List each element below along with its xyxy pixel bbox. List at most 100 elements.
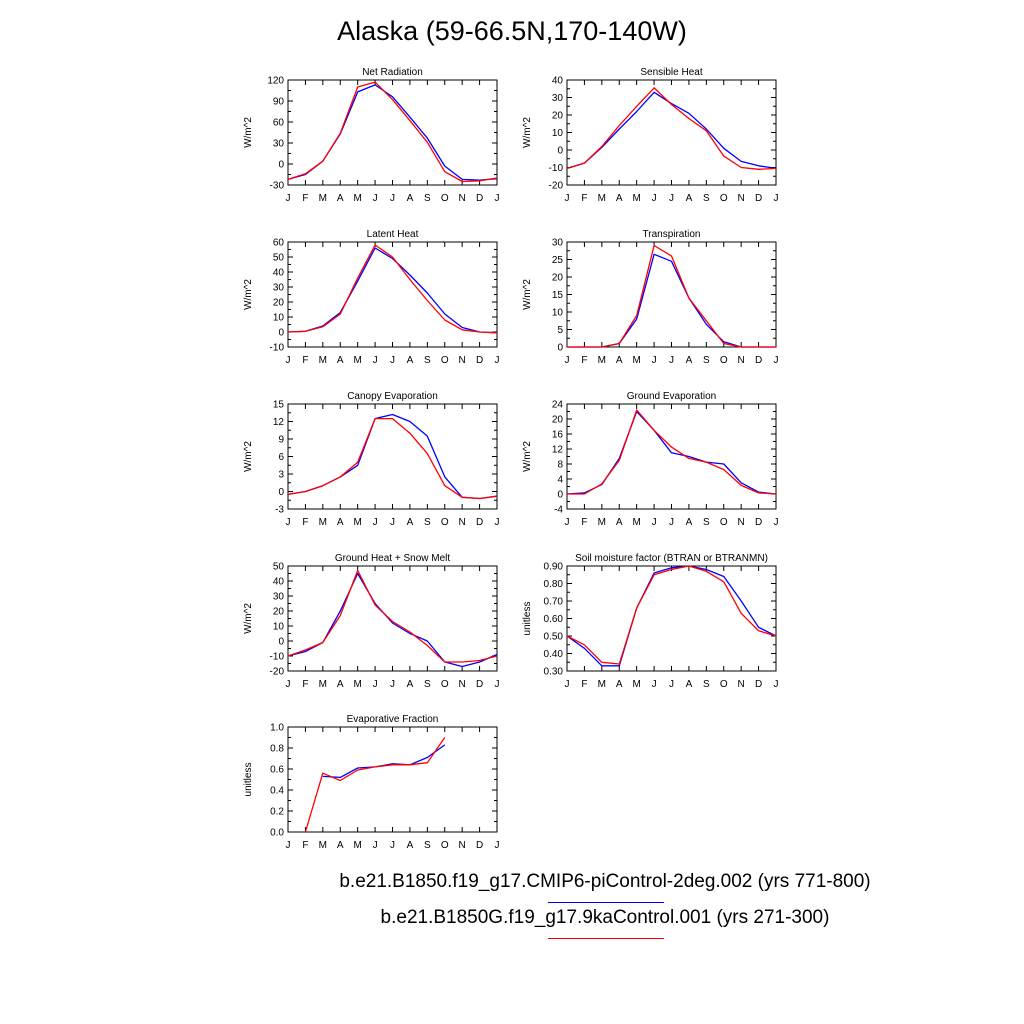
y-tick-label: -20 [270, 667, 285, 678]
x-tick-label: J [565, 679, 570, 690]
plot-frame [566, 79, 777, 186]
x-tick-label: D [476, 679, 483, 690]
y-tick-label: 0 [278, 637, 284, 648]
y-tick-label: 1.0 [270, 723, 284, 734]
y-tick-label: -3 [275, 505, 284, 516]
chart-panel-4: J F M A M J J A S O N D J051015202530TranspirationW/… [522, 229, 779, 366]
legend-label-1: b.e21.B1850.f19_g17.CMIP6-piControl-2deg… [339, 871, 871, 892]
series-line-1 [287, 413, 498, 500]
x-tick-label: D [755, 193, 762, 204]
y-tick-label: 12 [273, 417, 285, 428]
x-tick-label: N [459, 840, 466, 851]
y-tick-label: 0.80 [544, 579, 564, 590]
legend-label-2: b.e21.B1850G.f19_g17.9kaControl.001 (yrs… [380, 907, 830, 928]
x-tick-label: J [495, 679, 500, 690]
y-tick-label: -10 [270, 343, 285, 354]
x-tick-label: F [581, 679, 587, 690]
y-tick-label: 20 [552, 111, 564, 122]
x-tick-label: D [476, 517, 483, 528]
panel-title: Ground Evaporation [627, 391, 717, 402]
x-tick-label: D [476, 355, 483, 366]
series-line-2 [567, 409, 777, 495]
x-tick-label: A [407, 679, 414, 690]
x-tick-label: J [390, 193, 395, 204]
x-tick-label: S [424, 679, 431, 690]
x-tick-label: J [774, 355, 779, 366]
y-tick-label: 10 [552, 128, 564, 139]
x-tick-label: A [337, 355, 344, 366]
y-tick-label: 9 [278, 435, 284, 446]
x-tick-label: J [286, 517, 291, 528]
y-tick-label: 0.60 [544, 614, 564, 625]
x-tick-label: D [476, 840, 483, 851]
x-tick-label: M [353, 193, 361, 204]
x-tick-label: J [652, 193, 657, 204]
x-tick-label: A [407, 840, 414, 851]
y-tick-label: 0.6 [270, 765, 284, 776]
x-tick-label: F [302, 355, 308, 366]
x-tick-label: M [632, 517, 640, 528]
x-tick-label: F [581, 517, 587, 528]
y-axis-label: W/m^2 [243, 117, 254, 148]
legend-line-1 [548, 902, 664, 903]
x-tick-label: N [459, 679, 466, 690]
y-axis-label: W/m^2 [522, 279, 533, 310]
x-tick-label: M [319, 517, 327, 528]
x-tick-label: J [774, 679, 779, 690]
x-tick-label: J [774, 193, 779, 204]
y-tick-label: 120 [267, 76, 284, 87]
x-tick-label: D [755, 355, 762, 366]
x-tick-label: M [319, 193, 327, 204]
y-tick-label: 60 [273, 118, 285, 129]
y-tick-label: 12 [552, 445, 564, 456]
y-tick-label: 50 [273, 562, 285, 573]
y-tick-label: 0.50 [544, 632, 564, 643]
x-tick-label: O [441, 517, 449, 528]
series-line-2 [287, 569, 498, 663]
y-tick-label: 5 [557, 325, 563, 336]
panel-title: Evaporative Fraction [347, 714, 439, 725]
y-tick-label: 0.30 [544, 667, 564, 678]
series-line-1 [566, 565, 777, 667]
x-tick-label: J [565, 193, 570, 204]
x-tick-label: J [373, 517, 378, 528]
y-tick-label: 0 [278, 487, 284, 498]
x-tick-label: J [373, 193, 378, 204]
x-tick-label: M [353, 517, 361, 528]
x-tick-label: J [652, 679, 657, 690]
x-tick-label: M [319, 679, 327, 690]
plot-frame [566, 565, 777, 672]
x-tick-label: N [459, 355, 466, 366]
x-tick-label: M [319, 840, 327, 851]
y-tick-label: 0.8 [270, 744, 284, 755]
y-tick-label: 0.2 [270, 807, 284, 818]
x-tick-label: O [441, 679, 449, 690]
x-tick-label: S [703, 355, 710, 366]
y-axis-label: unitless [522, 602, 533, 636]
x-tick-label: J [286, 193, 291, 204]
x-tick-label: J [495, 517, 500, 528]
y-tick-label: 90 [273, 97, 285, 108]
panel-title: Latent Heat [367, 229, 419, 240]
y-tick-label: -20 [549, 181, 564, 192]
x-tick-label: J [390, 517, 395, 528]
x-tick-label: F [581, 355, 587, 366]
plot-frame [566, 241, 777, 348]
y-tick-label: 30 [552, 93, 564, 104]
panel-title: Soil moisture factor (BTRAN or BTRANMN) [575, 553, 768, 564]
x-tick-label: O [720, 355, 728, 366]
y-tick-label: 15 [273, 400, 285, 411]
x-tick-label: D [476, 193, 483, 204]
y-tick-label: 8 [557, 460, 563, 471]
x-tick-label: M [353, 679, 361, 690]
x-tick-label: F [302, 679, 308, 690]
x-tick-label: J [495, 840, 500, 851]
y-tick-label: 30 [273, 592, 285, 603]
x-tick-label: J [652, 355, 657, 366]
y-tick-label: 50 [273, 253, 285, 264]
series-line-1 [567, 253, 776, 348]
